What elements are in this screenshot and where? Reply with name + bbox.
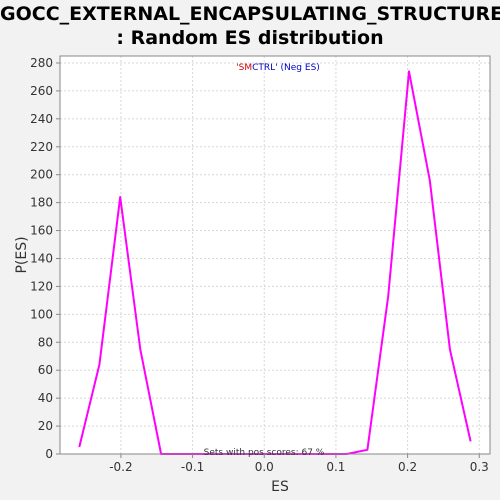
y-tick-label: 120 [30, 279, 53, 293]
y-tick-label: 220 [30, 140, 53, 154]
y-ticks: 0 20 40 60 80 100 120 140 160 180 200 220 240 260 280 [30, 56, 60, 461]
plot-background [60, 56, 490, 454]
x-tick-label: -0.2 [109, 460, 132, 474]
x-tick-label: 0.3 [470, 460, 489, 474]
y-tick-label: 200 [30, 168, 53, 182]
y-tick-label: 0 [45, 447, 53, 461]
chart-title-line-1: GOCC_EXTERNAL_ENCAPSULATING_STRUCTURE [0, 3, 500, 25]
y-tick-label: 80 [38, 335, 53, 349]
legend-part-1: 'SM [236, 63, 252, 73]
y-tick-label: 280 [30, 56, 53, 70]
x-tick-label: -0.1 [181, 460, 204, 474]
x-tick-label: 0.1 [326, 460, 345, 474]
y-tick-label: 100 [30, 307, 53, 321]
x-axis-label: ES [271, 479, 289, 495]
x-tick-label: 0.2 [398, 460, 417, 474]
y-tick-label: 260 [30, 84, 53, 98]
y-tick-label: 140 [30, 251, 53, 265]
y-tick-label: 20 [38, 419, 53, 433]
legend: 'SMCTRL' (Neg ES) [236, 63, 320, 73]
y-tick-label: 180 [30, 196, 53, 210]
y-axis-label: P(ES) [14, 236, 30, 273]
y-tick-label: 60 [38, 363, 53, 377]
legend-part-2: CTRL' (Neg ES) [252, 63, 320, 73]
footer-note: Sets with pos scores: 67 % [204, 448, 325, 458]
plot-border [59, 55, 491, 455]
chart-title-line-2: : Random ES distribution [116, 27, 384, 49]
x-ticks: -0.2 -0.1 0.0 0.1 0.2 0.3 [109, 454, 489, 474]
y-tick-label: 160 [30, 224, 53, 238]
axes [59, 55, 491, 455]
x-tick-label: 0.0 [255, 460, 274, 474]
y-tick-label: 40 [38, 391, 53, 405]
y-tick-label: 240 [30, 112, 53, 126]
